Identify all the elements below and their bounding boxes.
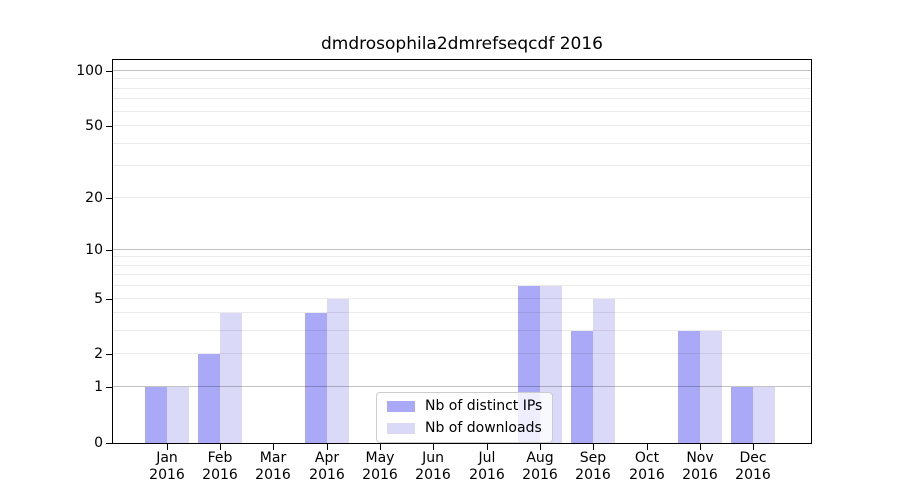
- bar-jan-2016-nb-of-downloads: [167, 387, 189, 443]
- x-tick-label-line: Sep: [579, 450, 607, 466]
- x-tick-label-aug-2016: Aug 2016: [508, 450, 572, 484]
- x-tick-mark-jan-2016: [167, 444, 168, 450]
- y-tick-mark-2: [106, 354, 113, 355]
- x-tick-label-jul-2016: Jul 2016: [455, 450, 519, 484]
- y-tick-label-5: 5: [94, 291, 103, 307]
- y-tick-label-2: 2: [94, 346, 103, 362]
- y-tick-label-50: 50: [85, 118, 103, 134]
- x-tick-mark-oct-2016: [647, 444, 648, 450]
- x-tick-mark-apr-2016: [327, 444, 328, 450]
- bar-dec-2016-nb-of-downloads: [753, 387, 775, 443]
- bar-apr-2016-nb-of-distinct-ips: [305, 313, 327, 443]
- x-tick-label-line: 2016: [629, 467, 665, 483]
- x-tick-label-line: Aug: [526, 450, 554, 466]
- x-tick-label-jan-2016: Jan 2016: [135, 450, 199, 484]
- x-tick-label-line: Apr: [314, 450, 340, 466]
- x-tick-label-line: Jan: [156, 450, 178, 466]
- y-tick-label-10: 10: [85, 242, 103, 258]
- x-tick-label-line: Oct: [634, 450, 660, 466]
- x-tick-label-line: 2016: [682, 467, 718, 483]
- x-tick-label-line: Dec: [739, 450, 767, 466]
- x-tick-label-sep-2016: Sep 2016: [561, 450, 625, 484]
- x-tick-label-may-2016: May 2016: [348, 450, 412, 484]
- y-tick-mark-20: [106, 198, 113, 199]
- x-tick-label-line: 2016: [415, 467, 451, 483]
- x-tick-label-mar-2016: Mar 2016: [241, 450, 305, 484]
- bar-dec-2016-nb-of-distinct-ips: [731, 387, 753, 443]
- x-tick-label-apr-2016: Apr 2016: [295, 450, 359, 484]
- x-tick-label-nov-2016: Nov 2016: [668, 450, 732, 484]
- x-tick-mark-sep-2016: [593, 444, 594, 450]
- bar-nov-2016-nb-of-downloads: [700, 331, 722, 443]
- y-tick-label-1: 1: [94, 379, 103, 395]
- legend-item-nb-of-distinct-ips: Nb of distinct IPs: [387, 399, 542, 414]
- x-tick-label-line: 2016: [255, 467, 291, 483]
- legend-label-nb-of-distinct-ips: Nb of distinct IPs: [425, 398, 543, 414]
- x-tick-label-line: Nov: [686, 450, 714, 466]
- x-tick-label-line: Mar: [259, 450, 287, 466]
- legend-label-nb-of-downloads: Nb of downloads: [425, 420, 542, 436]
- y-tick-mark-5: [106, 299, 113, 300]
- x-tick-mark-dec-2016: [753, 444, 754, 450]
- x-tick-label-line: 2016: [522, 467, 558, 483]
- x-tick-label-line: Feb: [207, 450, 233, 466]
- legend-swatch-nb-of-distinct-ips: [387, 401, 415, 412]
- bar-feb-2016-nb-of-downloads: [220, 313, 242, 443]
- x-tick-label-line: Jul: [478, 450, 496, 466]
- x-tick-mark-aug-2016: [540, 444, 541, 450]
- x-tick-mark-jun-2016: [433, 444, 434, 450]
- x-tick-label-line: 2016: [362, 467, 398, 483]
- legend-item-nb-of-downloads: Nb of downloads: [387, 421, 542, 436]
- legend-swatch-nb-of-downloads: [387, 423, 415, 434]
- bar-apr-2016-nb-of-downloads: [327, 299, 349, 443]
- bar-jan-2016-nb-of-distinct-ips: [145, 387, 167, 443]
- bars-layer: [113, 60, 811, 443]
- y-tick-label-20: 20: [85, 190, 103, 206]
- x-tick-label-line: 2016: [202, 467, 238, 483]
- y-tick-mark-10: [106, 250, 113, 251]
- y-tick-label-0: 0: [94, 435, 103, 451]
- plot-area: Nb of distinct IPs Nb of downloads: [112, 59, 812, 444]
- x-tick-mark-feb-2016: [220, 444, 221, 450]
- bar-sep-2016-nb-of-distinct-ips: [571, 331, 593, 443]
- y-tick-mark-100: [106, 71, 113, 72]
- x-tick-label-line: 2016: [309, 467, 345, 483]
- x-tick-mark-may-2016: [380, 444, 381, 450]
- x-tick-label-jun-2016: Jun 2016: [401, 450, 465, 484]
- x-tick-mark-jul-2016: [487, 444, 488, 450]
- x-tick-label-line: Jun: [422, 450, 444, 466]
- x-tick-mark-nov-2016: [700, 444, 701, 450]
- y-tick-mark-50: [106, 126, 113, 127]
- bar-nov-2016-nb-of-distinct-ips: [678, 331, 700, 443]
- x-tick-label-line: 2016: [469, 467, 505, 483]
- y-tick-mark-0: [106, 443, 113, 444]
- legend: Nb of distinct IPs Nb of downloads: [376, 392, 554, 443]
- bar-sep-2016-nb-of-downloads: [593, 299, 615, 443]
- x-tick-label-line: 2016: [735, 467, 771, 483]
- y-tick-label-100: 100: [76, 63, 103, 79]
- chart-title: dmdrosophila2dmrefseqcdf 2016: [321, 34, 603, 54]
- y-tick-mark-1: [106, 387, 113, 388]
- x-tick-label-dec-2016: Dec 2016: [721, 450, 785, 484]
- x-tick-label-feb-2016: Feb 2016: [188, 450, 252, 484]
- x-tick-label-oct-2016: Oct 2016: [615, 450, 679, 484]
- x-tick-mark-mar-2016: [273, 444, 274, 450]
- bar-feb-2016-nb-of-distinct-ips: [198, 354, 220, 443]
- x-tick-label-line: 2016: [575, 467, 611, 483]
- x-tick-label-line: May: [365, 450, 395, 466]
- x-tick-label-line: 2016: [149, 467, 185, 483]
